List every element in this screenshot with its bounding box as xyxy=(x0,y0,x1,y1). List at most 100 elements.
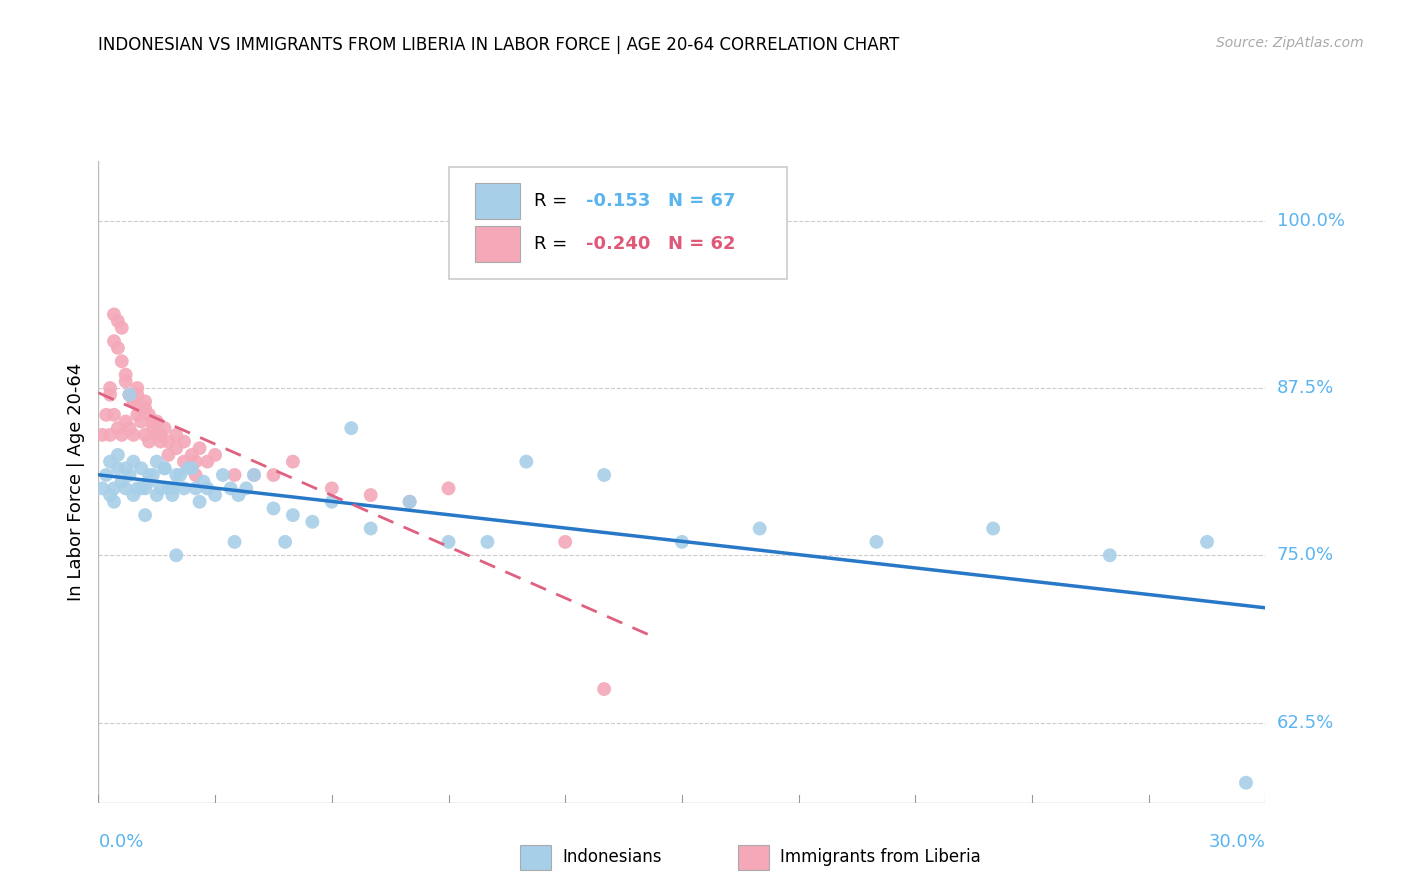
Text: R =: R = xyxy=(534,235,572,253)
Point xyxy=(118,387,141,401)
Text: 30.0%: 30.0% xyxy=(1209,833,1265,851)
Point xyxy=(98,488,121,502)
Point xyxy=(118,467,141,482)
Point xyxy=(184,481,207,495)
Point xyxy=(98,454,121,468)
Point xyxy=(321,494,343,508)
Point xyxy=(118,421,141,435)
Point xyxy=(138,475,160,489)
FancyBboxPatch shape xyxy=(449,167,787,279)
Text: R =: R = xyxy=(534,192,572,210)
Point xyxy=(235,481,257,495)
Point xyxy=(224,467,246,482)
Text: 87.5%: 87.5% xyxy=(1277,379,1334,397)
Point xyxy=(111,354,134,368)
Point xyxy=(165,427,187,442)
FancyBboxPatch shape xyxy=(475,227,520,261)
Point xyxy=(204,488,226,502)
Text: Indonesians: Indonesians xyxy=(562,848,662,866)
Point xyxy=(165,548,187,563)
Point xyxy=(398,494,420,508)
Text: Immigrants from Liberia: Immigrants from Liberia xyxy=(780,848,981,866)
Point xyxy=(1098,548,1121,563)
Point xyxy=(180,461,202,475)
FancyBboxPatch shape xyxy=(475,184,520,219)
Point xyxy=(243,467,266,482)
Point xyxy=(515,454,537,468)
Point xyxy=(1195,534,1218,549)
Point xyxy=(107,421,129,435)
Point xyxy=(165,467,187,482)
Point xyxy=(219,481,242,495)
Point xyxy=(195,481,218,495)
Point xyxy=(146,414,169,429)
Point xyxy=(107,341,129,355)
Point xyxy=(224,534,246,549)
Point xyxy=(138,434,160,449)
Point xyxy=(193,475,215,489)
Point xyxy=(114,481,136,495)
Point xyxy=(281,508,304,522)
Point xyxy=(212,467,235,482)
Point xyxy=(129,401,152,415)
Point xyxy=(107,448,129,462)
Point xyxy=(262,501,284,516)
Point xyxy=(107,461,129,475)
Point xyxy=(103,408,125,422)
Point xyxy=(142,467,165,482)
Point xyxy=(157,448,180,462)
Text: -0.240: -0.240 xyxy=(586,235,651,253)
Point xyxy=(204,448,226,462)
Point xyxy=(127,408,149,422)
Point xyxy=(437,534,460,549)
Point xyxy=(122,394,145,409)
Point xyxy=(114,368,136,382)
Point xyxy=(188,494,211,508)
Point xyxy=(103,307,125,321)
Point xyxy=(91,481,114,495)
Point xyxy=(98,387,121,401)
Point xyxy=(146,427,169,442)
Point xyxy=(180,448,202,462)
Point xyxy=(149,481,172,495)
Point xyxy=(301,515,323,529)
Point xyxy=(177,461,200,475)
Point xyxy=(127,387,149,401)
Point xyxy=(127,381,149,395)
Point xyxy=(134,394,156,409)
Text: N = 67: N = 67 xyxy=(668,192,735,210)
Point xyxy=(111,475,134,489)
Point xyxy=(107,314,129,328)
Point xyxy=(321,481,343,495)
Point xyxy=(142,414,165,429)
Point xyxy=(111,427,134,442)
Point xyxy=(340,421,363,435)
Text: 62.5%: 62.5% xyxy=(1277,714,1334,731)
Point xyxy=(360,521,382,535)
Point xyxy=(437,481,460,495)
Point xyxy=(134,508,156,522)
Point xyxy=(96,408,118,422)
Point xyxy=(593,681,616,696)
Text: 0.0%: 0.0% xyxy=(98,833,143,851)
Point xyxy=(118,387,141,401)
Point xyxy=(262,467,284,482)
Text: N = 62: N = 62 xyxy=(668,235,735,253)
Point xyxy=(173,434,195,449)
Point xyxy=(162,488,184,502)
Point xyxy=(153,461,176,475)
Point xyxy=(281,454,304,468)
Point xyxy=(173,454,195,468)
Point xyxy=(114,374,136,388)
Point xyxy=(122,427,145,442)
Point xyxy=(477,534,499,549)
Point xyxy=(103,481,125,495)
Point xyxy=(165,442,187,455)
Point xyxy=(103,334,125,348)
Point xyxy=(157,434,180,449)
Point xyxy=(243,467,266,482)
Text: 75.0%: 75.0% xyxy=(1277,546,1334,565)
Point xyxy=(228,488,250,502)
Point xyxy=(129,481,152,495)
Text: -0.153: -0.153 xyxy=(586,192,651,210)
